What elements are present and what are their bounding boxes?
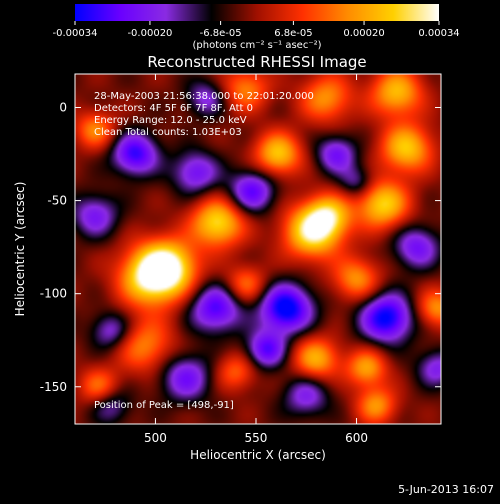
colorbar-tick-label: 6.8e-05 <box>274 28 312 39</box>
y-tick-label: -150 <box>40 380 67 394</box>
plot-area: 500 550 600 0 -50 -100 -150 <box>40 73 442 445</box>
x-axis-ticks: 500 550 600 <box>144 74 368 445</box>
x-tick-label: 550 <box>245 431 268 445</box>
annotation-time-range: 28-May-2003 21:56:38.000 to 22:01:20.000 <box>94 91 314 102</box>
annotation-clean-counts: Clean Total counts: 1.03E+03 <box>94 127 242 138</box>
y-axis-ticks: 0 -50 -100 -150 <box>40 101 441 394</box>
annotation-block: 28-May-2003 21:56:38.000 to 22:01:20.000… <box>94 91 314 138</box>
colorbar-tick-label: -0.00034 <box>53 28 98 39</box>
y-axis-label: Heliocentric Y (arcsec) <box>13 182 27 317</box>
colorbar-tick-label: 0.00034 <box>418 28 459 39</box>
annotation-detectors: Detectors: 4F 5F 6F 7F 8F, Att 0 <box>94 103 253 114</box>
plot-frame <box>74 73 442 425</box>
peak-position-label: Position of Peak = [498,-91] <box>94 400 234 411</box>
y-tick-label: -50 <box>47 194 67 208</box>
annotation-energy-range: Energy Range: 12.0 - 25.0 keV <box>94 115 247 126</box>
colorbar-tick-label: -6.8e-05 <box>200 28 242 39</box>
x-tick-label: 600 <box>345 431 368 445</box>
x-axis-label: Heliocentric X (arcsec) <box>190 448 326 462</box>
colorbar: -0.00034 -0.00020 -6.8e-05 6.8e-05 0.00020 0.… <box>53 4 460 51</box>
colorbar-rect <box>75 4 439 21</box>
heatmap-image <box>75 74 441 424</box>
generation-timestamp: 5-Jun-2013 16:07 <box>398 483 494 496</box>
colorbar-unit-label: (photons cm⁻² s⁻¹ asec⁻²) <box>192 40 321 51</box>
colorbar-tick-label: -0.00020 <box>127 28 172 39</box>
x-tick-label: 500 <box>144 431 167 445</box>
chart-title: Reconstructed RHESSI Image <box>147 53 366 71</box>
colorbar-ticks: -0.00034 -0.00020 -6.8e-05 6.8e-05 0.00020 0.… <box>53 21 460 39</box>
colorbar-tick-label: 0.00020 <box>343 28 384 39</box>
y-tick-label: 0 <box>59 101 67 115</box>
y-tick-label: -100 <box>40 287 67 301</box>
